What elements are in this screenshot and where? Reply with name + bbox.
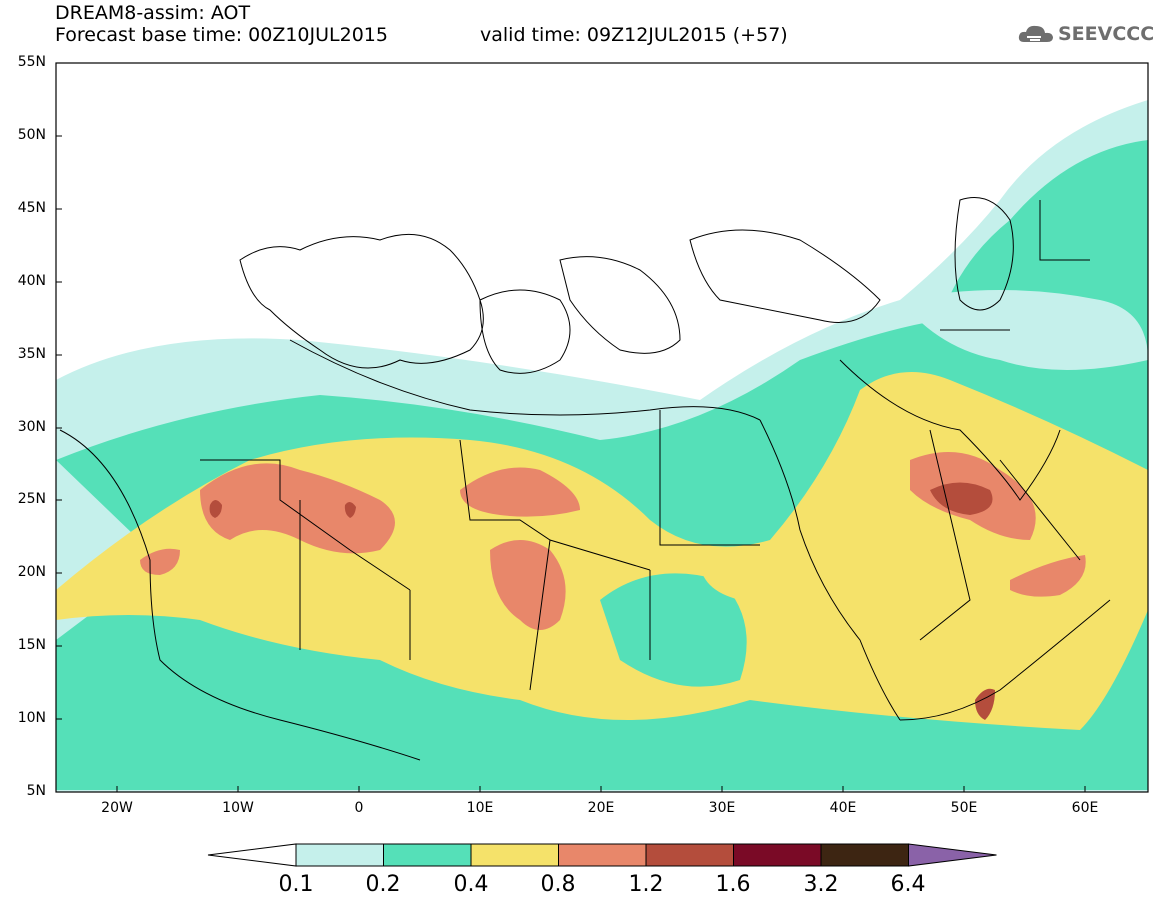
- colorbar-swatch: [383, 843, 472, 867]
- seevccc-logo: SEEVCCC: [1018, 22, 1154, 46]
- colorbar-swatch: [733, 843, 822, 867]
- aot-field: [56, 63, 1148, 792]
- lon-label: 30E: [708, 800, 736, 816]
- lat-label: 50N: [17, 127, 46, 143]
- lat-label: 40N: [17, 273, 46, 289]
- coastlines: [59, 197, 1111, 761]
- lon-label: 60E: [1071, 800, 1099, 816]
- lat-label: 15N: [17, 637, 46, 653]
- map-title: DREAM8-assim: AOT: [55, 2, 251, 24]
- lon-label: 10E: [466, 800, 494, 816]
- cloud-icon: [1018, 25, 1053, 42]
- lat-label: 10N: [17, 710, 46, 726]
- colorbar-label: 6.4: [890, 872, 926, 897]
- lon-label: 50E: [950, 800, 978, 816]
- valid-time: valid time: 09Z12JUL2015 (+57): [480, 24, 788, 46]
- lat-label: 35N: [17, 346, 46, 362]
- axis-ticks: [56, 62, 1086, 792]
- colorbar-extend-low: [207, 843, 297, 867]
- lat-label: 20N: [17, 564, 46, 580]
- lon-label: 10W: [222, 800, 254, 816]
- colorbar-swatch: [820, 843, 909, 867]
- colorbar-label: 1.2: [628, 872, 664, 897]
- colorbar-swatch: [295, 843, 384, 867]
- forecast-base-time: Forecast base time: 00Z10JUL2015: [55, 24, 388, 46]
- lat-label: 25N: [17, 491, 46, 507]
- colorbar-swatch: [558, 843, 647, 867]
- colorbar-swatch: [645, 843, 734, 867]
- lat-label: 5N: [26, 783, 46, 799]
- colorbar-label: 0.8: [540, 872, 576, 897]
- colorbar-label: 1.6: [715, 872, 751, 897]
- lon-label: 0: [354, 800, 364, 816]
- lon-label: 40E: [829, 800, 857, 816]
- colorbar-label: 0.1: [278, 872, 314, 897]
- colorbar-extend-high: [908, 843, 997, 867]
- lat-label: 45N: [17, 200, 46, 216]
- colorbar-label: 0.4: [453, 872, 489, 897]
- colorbar-label: 0.2: [365, 872, 401, 897]
- logo-text: SEEVCCC: [1058, 23, 1155, 45]
- lon-label: 20W: [101, 800, 133, 816]
- colorbar-swatch: [470, 843, 559, 867]
- lat-label: 30N: [17, 419, 46, 435]
- lon-label: 20E: [587, 800, 615, 816]
- lat-label: 55N: [17, 54, 46, 70]
- colorbar-label: 3.2: [803, 872, 839, 897]
